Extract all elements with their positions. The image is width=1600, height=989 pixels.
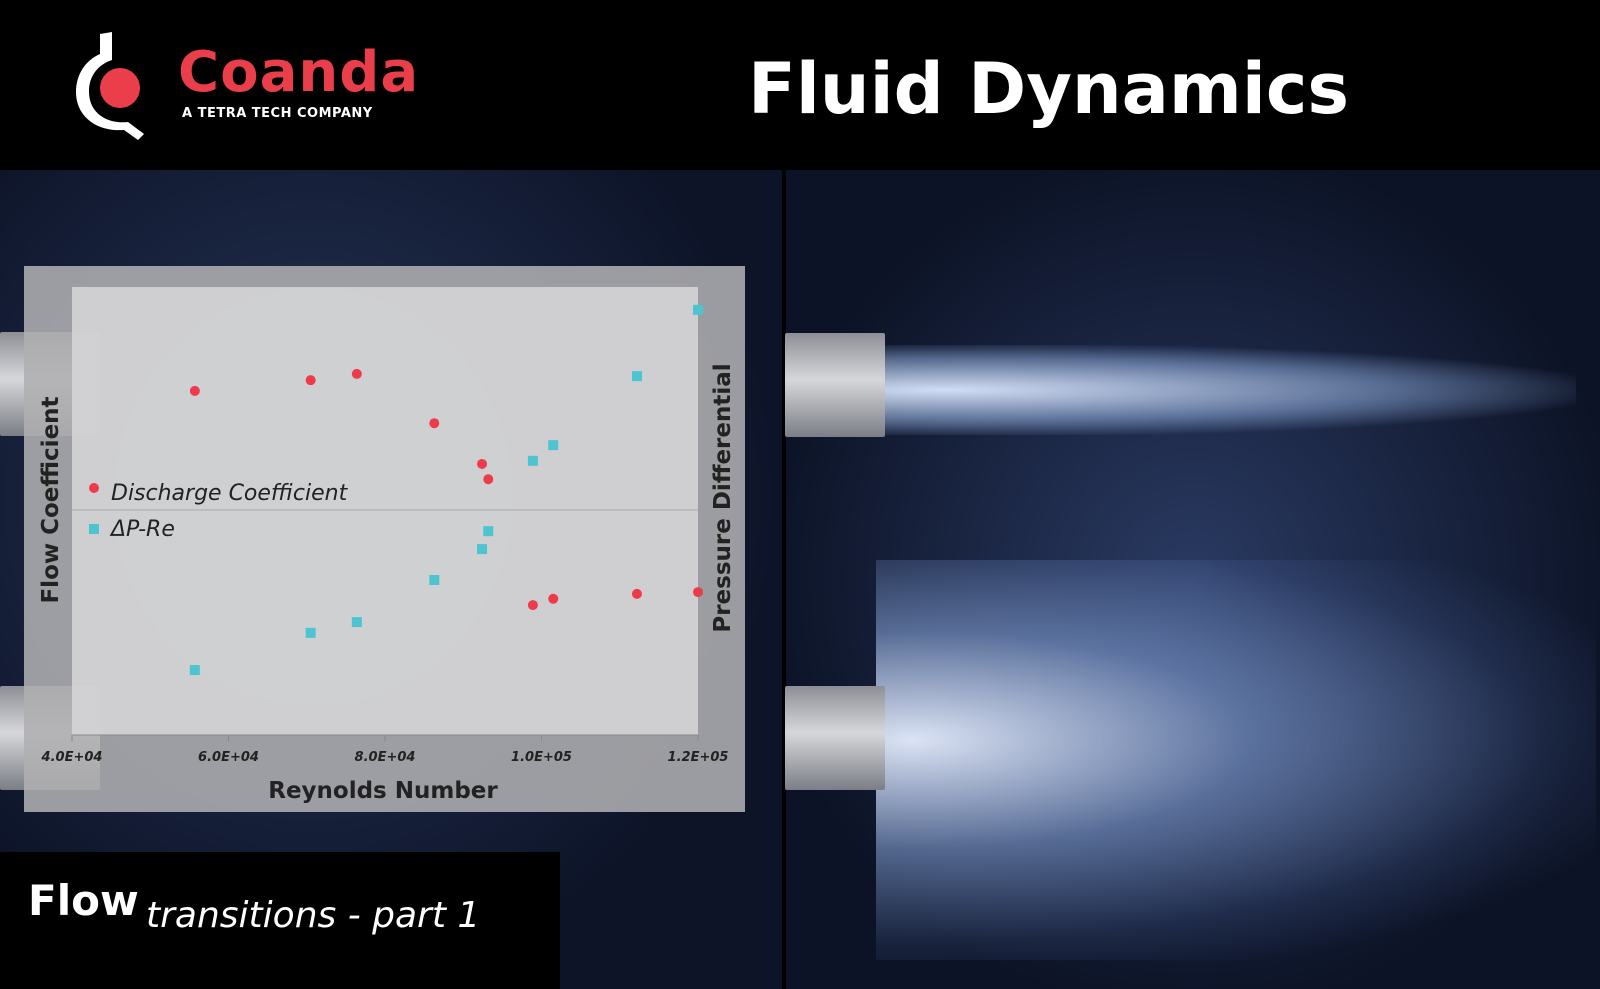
y-axis-label: Flow Coefficient (38, 396, 64, 603)
discharge-coefficient-point (631, 588, 642, 599)
discharge-coefficient-point (305, 375, 316, 386)
dp-re-point (483, 526, 494, 537)
x-tick-label: 8.0E+04 (355, 750, 416, 765)
discharge-coefficient-point (527, 600, 538, 611)
nozzle-pipe-bottom (785, 686, 885, 790)
discharge-coefficient-point (548, 593, 559, 604)
brand-name: Coanda (178, 40, 420, 105)
plot-area (72, 287, 698, 735)
dp-re-point (429, 574, 440, 585)
x-axis-label: Reynolds Number (268, 778, 498, 804)
brand-tagline: A TETRA TECH COMPANY (182, 106, 373, 121)
legend-marker-discharge (89, 483, 99, 493)
background-photo-right (786, 170, 1600, 989)
footer-subtitle: transitions - part 1 (146, 895, 481, 936)
turbulent-jet (876, 560, 1596, 960)
dp-re-point (189, 665, 200, 676)
discharge-coefficient-point (693, 587, 703, 598)
laminar-jet (876, 345, 1576, 435)
discharge-coefficient-point (483, 474, 494, 485)
dp-re-point (548, 440, 559, 451)
legend-label-dp: ΔP-Re (109, 517, 175, 542)
nozzle-pipe-top (785, 333, 885, 437)
y2-axis-label: Pressure Differential (710, 363, 736, 632)
x-tick-label: 6.0E+04 (198, 750, 259, 765)
discharge-coefficient-point (189, 385, 200, 396)
dp-re-point (305, 627, 316, 638)
coanda-logo-icon (76, 32, 144, 140)
footer-bar (0, 852, 560, 989)
legend-marker-dp (89, 524, 99, 534)
header-bar: Coanda A TETRA TECH COMPANY Fluid Dynami… (0, 0, 1600, 170)
legend-label-discharge: Discharge Coefficient (111, 481, 349, 506)
x-tick-label: 1.2E+05 (668, 750, 729, 765)
dp-re-point (693, 304, 703, 315)
page-title: Fluid Dynamics (748, 48, 1350, 130)
discharge-coefficient-point (477, 458, 488, 469)
footer-title: Flow (28, 876, 139, 925)
dp-re-point (631, 371, 642, 382)
dp-re-point (527, 455, 538, 466)
discharge-coefficient-point (351, 368, 362, 379)
dp-re-point (477, 544, 488, 555)
x-tick-label: 4.0E+04 (41, 750, 103, 765)
dp-re-point (351, 617, 362, 628)
discharge-coefficient-point (429, 418, 440, 429)
x-tick-label: 1.0E+05 (511, 750, 572, 765)
